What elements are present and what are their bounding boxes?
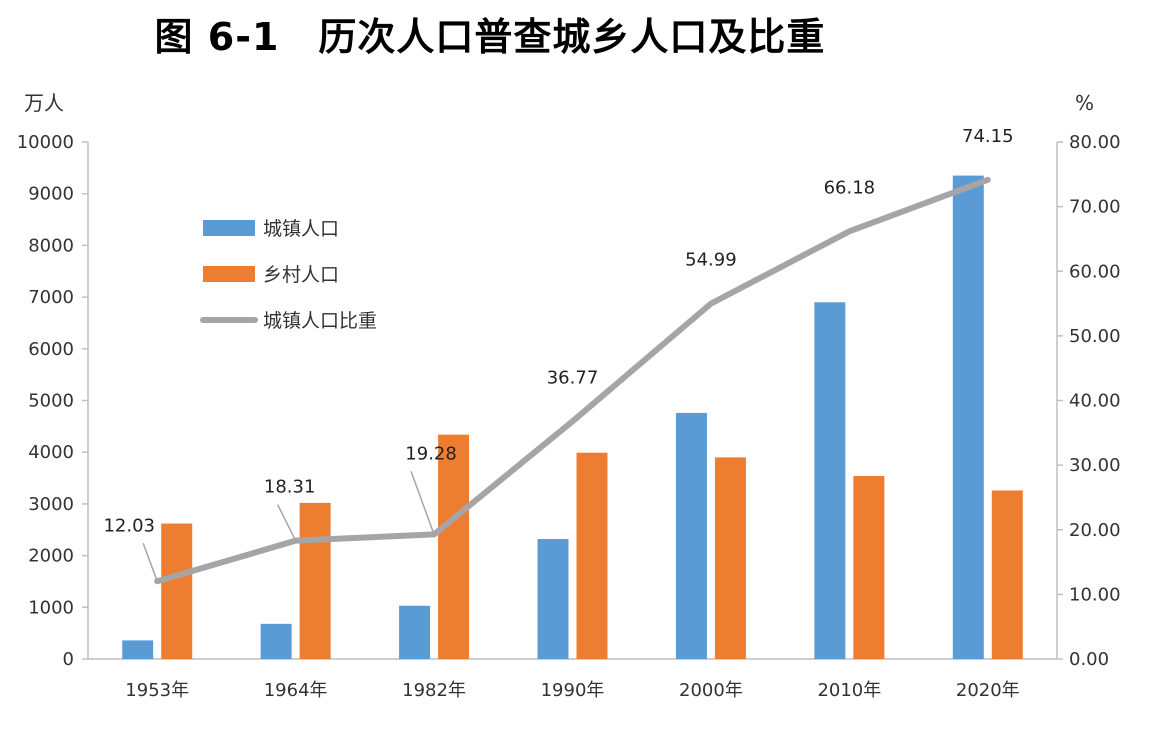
left-tick-label: 7000	[28, 287, 74, 308]
line-data-label: 18.31	[264, 477, 316, 498]
line-point	[987, 179, 989, 181]
line-data-label: 74.15	[962, 126, 1014, 147]
bar-rural	[438, 434, 470, 659]
right-tick-label: 20.00	[1069, 520, 1121, 541]
bars	[122, 175, 1023, 660]
bar-urban	[537, 539, 569, 659]
bar-urban	[952, 175, 984, 660]
label-leader-line	[276, 504, 297, 542]
bar-rural	[299, 502, 331, 659]
bar-rural	[161, 523, 193, 659]
x-tick-label: 2020年	[956, 680, 1020, 701]
right-tick-label: 30.00	[1069, 455, 1121, 476]
x-tick-label: 1990年	[541, 680, 605, 701]
left-tick-label: 10000	[17, 132, 74, 153]
x-tick-label: 1964年	[264, 680, 328, 701]
legend-label: 乡村人口	[263, 264, 339, 286]
line-data-label: 36.77	[547, 367, 599, 388]
bar-rural	[714, 457, 746, 659]
line-data-label: 12.03	[103, 515, 155, 536]
legend-swatch	[203, 266, 255, 282]
right-tick-label: 50.00	[1069, 326, 1121, 347]
x-tick-label: 1982年	[402, 680, 466, 701]
bar-rural	[853, 475, 885, 659]
bar-urban	[399, 605, 431, 659]
right-tick-label: 40.00	[1069, 391, 1121, 412]
left-tick-label: 2000	[28, 546, 74, 567]
left-tick-label: 9000	[28, 184, 74, 205]
right-tick-label: 0.00	[1069, 649, 1109, 670]
x-tick-label: 1953年	[125, 680, 189, 701]
right-tick-label: 60.00	[1069, 261, 1121, 282]
right-axis-unit: %	[1075, 91, 1094, 115]
left-tick-label: 5000	[28, 391, 74, 412]
left-tick-label: 4000	[28, 442, 74, 463]
label-leader-line	[142, 542, 158, 582]
bar-rural	[576, 452, 608, 659]
line-data-label: 19.28	[405, 443, 457, 464]
right-tick-label: 10.00	[1069, 584, 1121, 605]
right-tick-label: 80.00	[1069, 132, 1121, 153]
bar-rural	[991, 490, 1023, 659]
line-point	[848, 230, 850, 232]
bar-urban	[675, 412, 707, 659]
axes: 0 1000 2000 3000 4000 5000 6000 7000 8000 9000 100…	[17, 91, 1121, 701]
line-point	[572, 420, 573, 422]
bar-urban	[814, 302, 846, 659]
left-tick-label: 3000	[28, 494, 74, 515]
left-tick-label: 0	[63, 649, 74, 670]
bar-urban	[122, 640, 154, 659]
label-leader-line	[410, 471, 435, 535]
legend-swatch	[203, 220, 255, 236]
left-tick-label: 1000	[28, 597, 74, 618]
bar-urban	[260, 623, 292, 659]
left-tick-label: 8000	[28, 235, 74, 256]
chart-title: 图 6-1 历次人口普查城乡人口及比重	[154, 15, 826, 59]
data-labels: 12.03 18.31 19.28 36.77 54.99 66.18 74.15	[103, 126, 1014, 582]
line-data-label: 54.99	[685, 250, 737, 271]
x-tick-label: 2010年	[817, 680, 881, 701]
left-tick-label: 6000	[28, 339, 74, 360]
line-point	[710, 303, 712, 305]
right-tick-label: 70.00	[1069, 197, 1121, 218]
legend-label: 城镇人口	[263, 218, 339, 240]
line-data-label: 66.18	[824, 177, 876, 198]
legend-label: 城镇人口比重	[263, 310, 377, 332]
x-tick-label: 2000年	[679, 680, 743, 701]
left-axis-unit: 万人	[24, 91, 64, 115]
